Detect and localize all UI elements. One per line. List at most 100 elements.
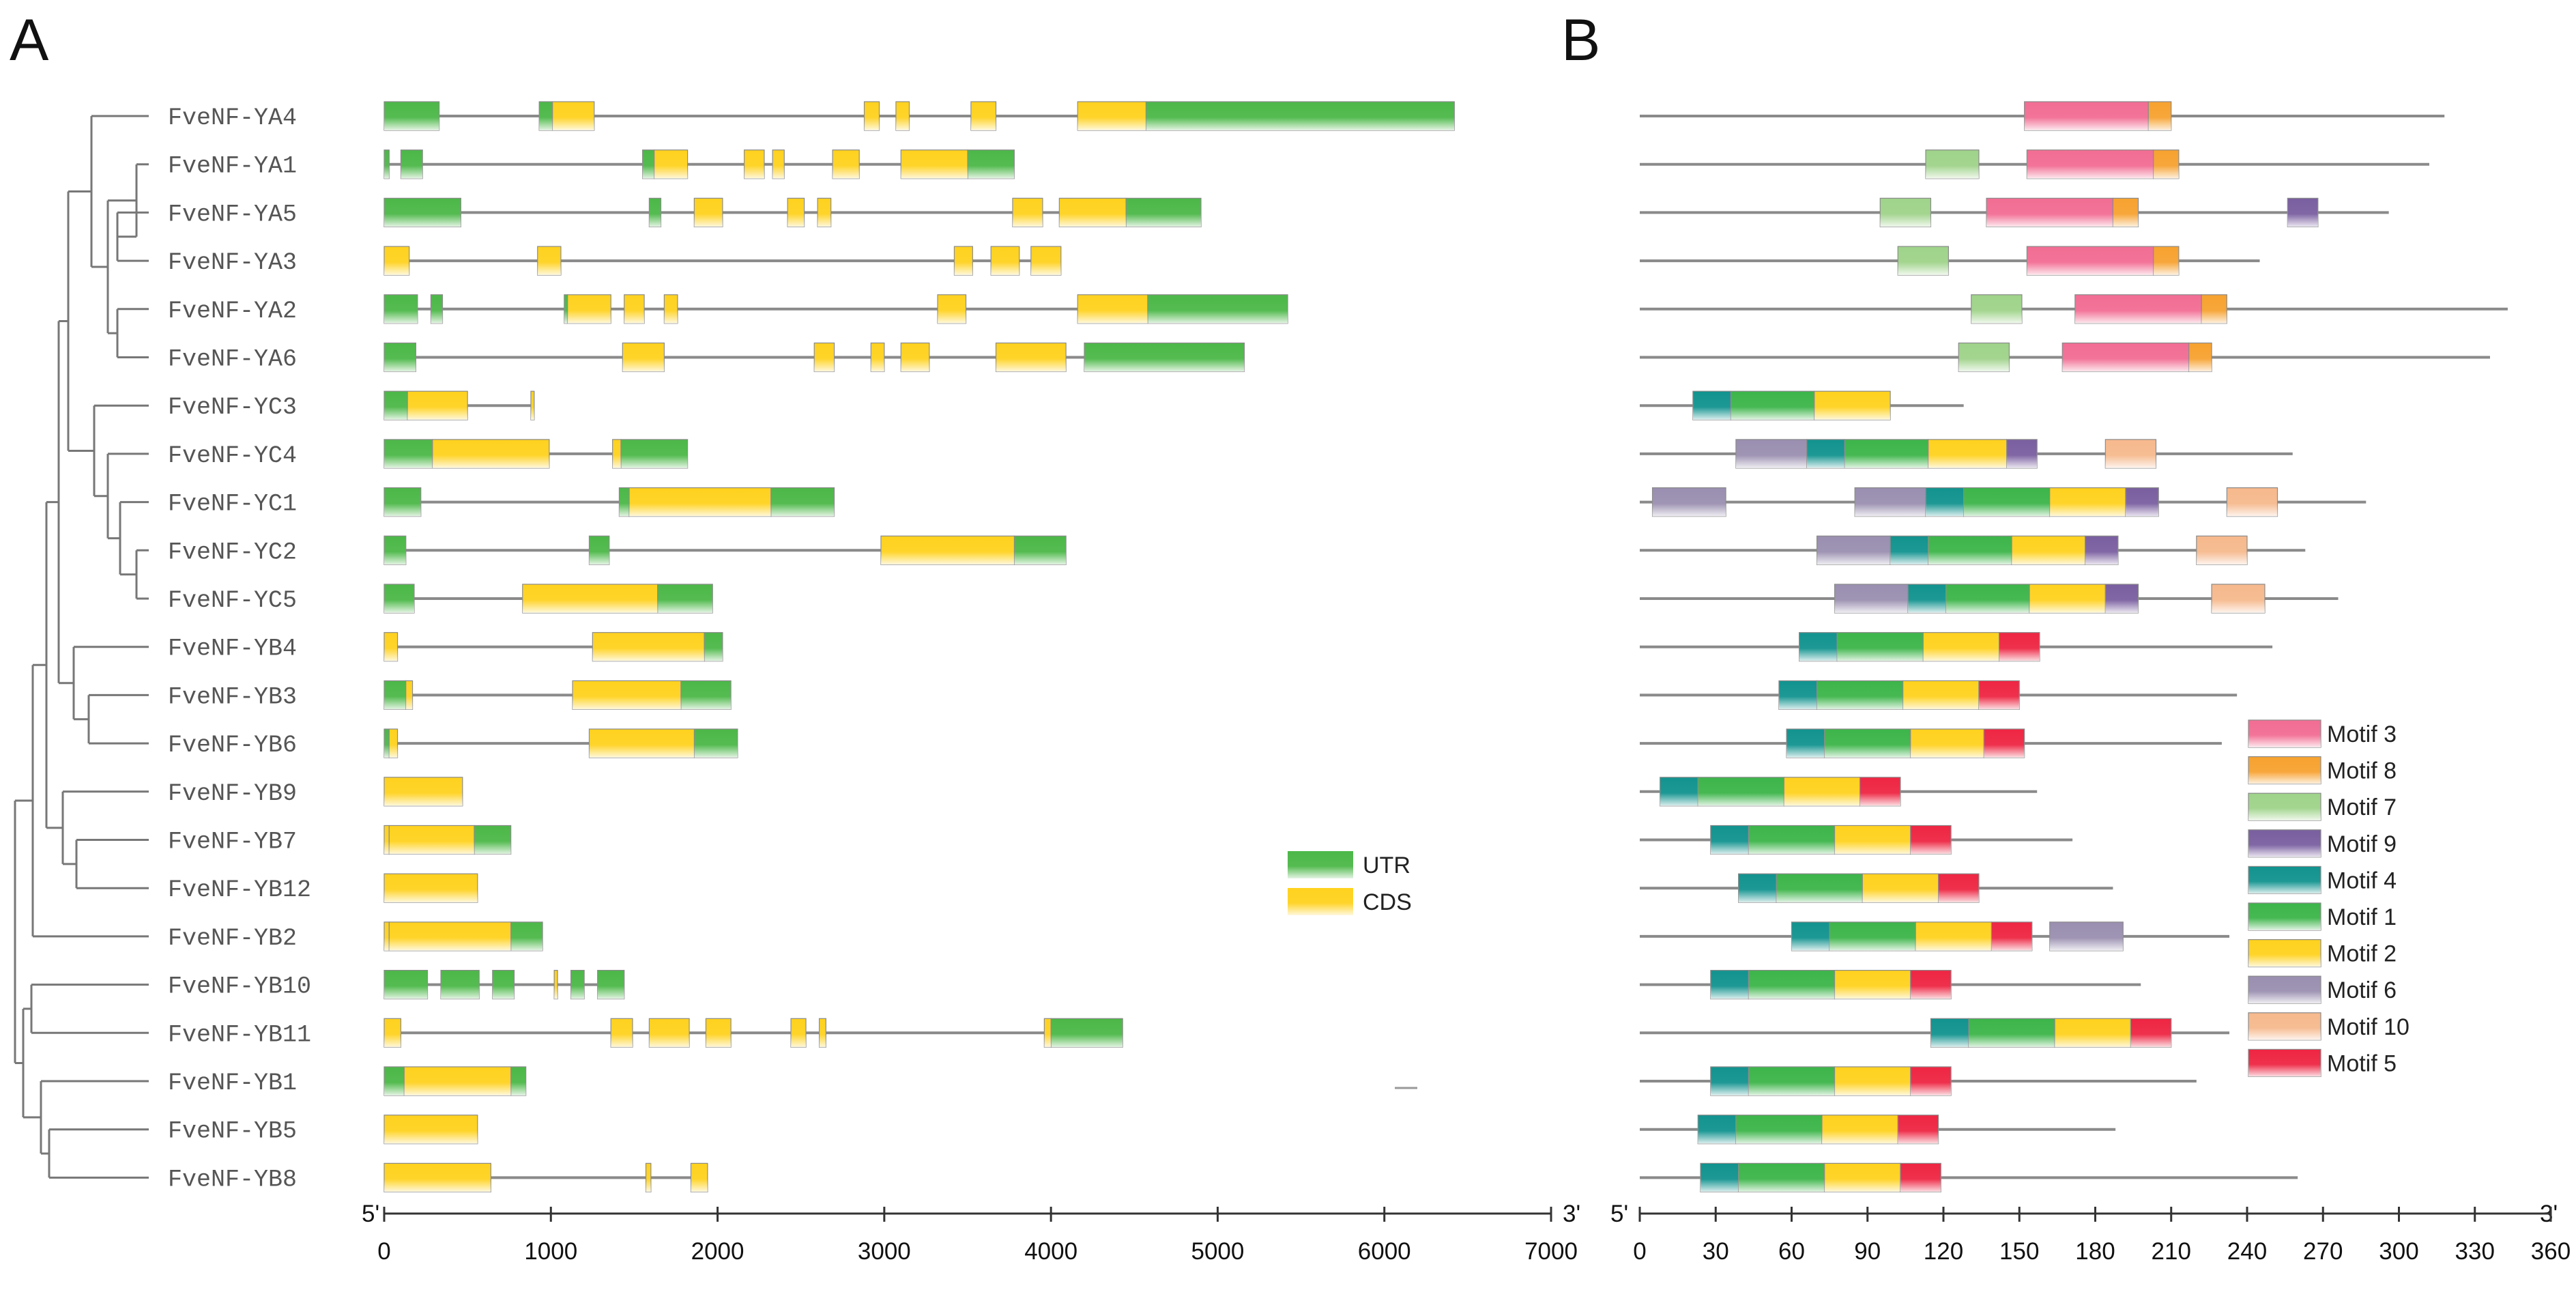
motif-block-shade [1908,584,1946,613]
gene-label: FveNF-YB9 [168,780,297,807]
utr-block-shade [1084,343,1245,372]
utr-block-shade [384,1067,405,1095]
cds-block-shade [567,294,611,324]
motif-row [1640,873,2113,903]
motif-block-shade [1890,536,1928,565]
utr-block-shade [597,970,624,999]
motif-block-shade [1778,680,1817,710]
panel-b-letter: B [1561,8,1600,73]
motif-block-shade [2287,198,2318,227]
motif-block-shade [2148,102,2171,130]
axis-b-tick-label: 300 [2379,1238,2418,1265]
gene-structure-axis: 5' 3' 0 1000 2000 3000 4000 5000 6000 7000 [362,1201,1580,1265]
gene-structure-row [383,921,543,951]
utr-block-shade [968,149,1015,179]
motif-block-shade [2006,439,2038,468]
cds-block-shade [624,294,645,324]
utr-block-shade [510,921,543,951]
cds-block-shade [664,294,678,324]
motif-block-shade [1660,777,1698,806]
motif-block-shade [1738,1163,1825,1192]
legend-swatch-shade [2248,720,2321,747]
motif-row [1640,342,2490,373]
motif-block-shade [1928,439,2007,468]
gene-structure-row [383,197,1202,227]
motif-block-shade [1748,1067,1835,1095]
cds-block-shade [772,149,785,179]
motif-block-shade [2227,487,2278,517]
gene-label: FveNF-YA6 [168,346,297,373]
cds-block-shade [817,198,831,227]
cds-block-shade [530,391,534,420]
gene-structure-row [383,487,835,517]
motif-block-shade [1698,777,1784,806]
gene-structure-row [383,1162,708,1193]
motif-block-shade [2201,294,2227,324]
motif-structure-axis: 5' 3' 0 30 60 90 120 150 180 210 240 270 300 330 360 [1610,1201,2571,1265]
motif-block-shade [2049,921,2124,951]
motif-block-shade [1926,149,1979,179]
motif-block-shade [1969,1018,2055,1048]
utr-block-shade [384,294,418,324]
cds-block-shade [404,1067,511,1095]
motif-row [1640,487,2367,517]
utr-block-shade [492,970,515,999]
motif-row [1640,149,2429,180]
utr-block-shade [384,970,428,999]
legend-label-m8: Motif 8 [2327,758,2397,784]
axis-b-tick-label: 270 [2303,1238,2343,1265]
phylogenetic-tree [14,115,149,1179]
cds-block-shade [996,343,1067,372]
utr-block-shade [384,391,408,420]
gene-structure-row [383,246,1062,276]
motif-block-shade [1822,1115,1898,1144]
legend-swatch-shade [2248,903,2321,930]
motif-block-shade [1910,729,1984,758]
gene-label-column: FveNF-YA4 FveNF-YA1 FveNF-YA5 FveNF-YA3 FveN… [168,104,311,1193]
motif-row [1640,535,2306,565]
utr-block-shade [384,536,406,565]
motif-block-shade [1834,584,1909,613]
motif-block-shade [1898,246,1949,276]
motif-row [1640,1115,2116,1145]
utr-block-shade [1014,536,1067,565]
legend-swatch-shade [2248,829,2321,857]
cds-block-shade [991,246,1019,276]
gene-label: FveNF-YB3 [168,683,297,711]
legend-swatch-shade [2248,1049,2321,1077]
axis-a-tick-label: 3000 [858,1238,911,1265]
motif-block-shade [1731,391,1814,420]
cds-block-shade [384,825,390,855]
gene-structure-row [383,969,625,1000]
motif-block-shade [1748,825,1835,855]
gene-structure-row [383,390,535,420]
motif-block-shade [1859,777,1900,806]
axis-b-tick-label: 210 [2152,1238,2191,1265]
legend-swatch-shade [2248,756,2321,784]
gene-label: FveNF-YA4 [168,104,297,132]
utr-block-shade [649,198,661,227]
motif-block-shade [1880,198,1931,227]
motif-block-shade [1910,1067,1952,1095]
cds-block-shade [1059,198,1127,227]
motif-block-shade [2049,487,2126,517]
gene-structure-row [383,632,723,662]
utr-block-shade [384,729,390,758]
gene-structure-row [383,294,1288,324]
cds-block-shade [629,487,771,517]
motif-block-shade [1738,874,1777,903]
utr-block-shade [510,1067,526,1095]
motif-block-shade [2029,584,2106,613]
utr-block-shade [474,825,511,855]
motif-block-shade [2153,246,2179,276]
motif-row [1640,728,2222,758]
motif-block-shade [2196,536,2247,565]
gene-label: FveNF-YB2 [168,925,297,952]
cds-block-shade [654,149,688,179]
axis-a-tick-label: 7000 [1524,1238,1578,1265]
gene-label: FveNF-YB11 [168,1021,311,1048]
cds-block-shade [901,149,968,179]
axis-a-tick-label: 5000 [1191,1238,1244,1265]
motif-block-shade [1710,970,1749,999]
utr-block-shade [620,439,688,468]
